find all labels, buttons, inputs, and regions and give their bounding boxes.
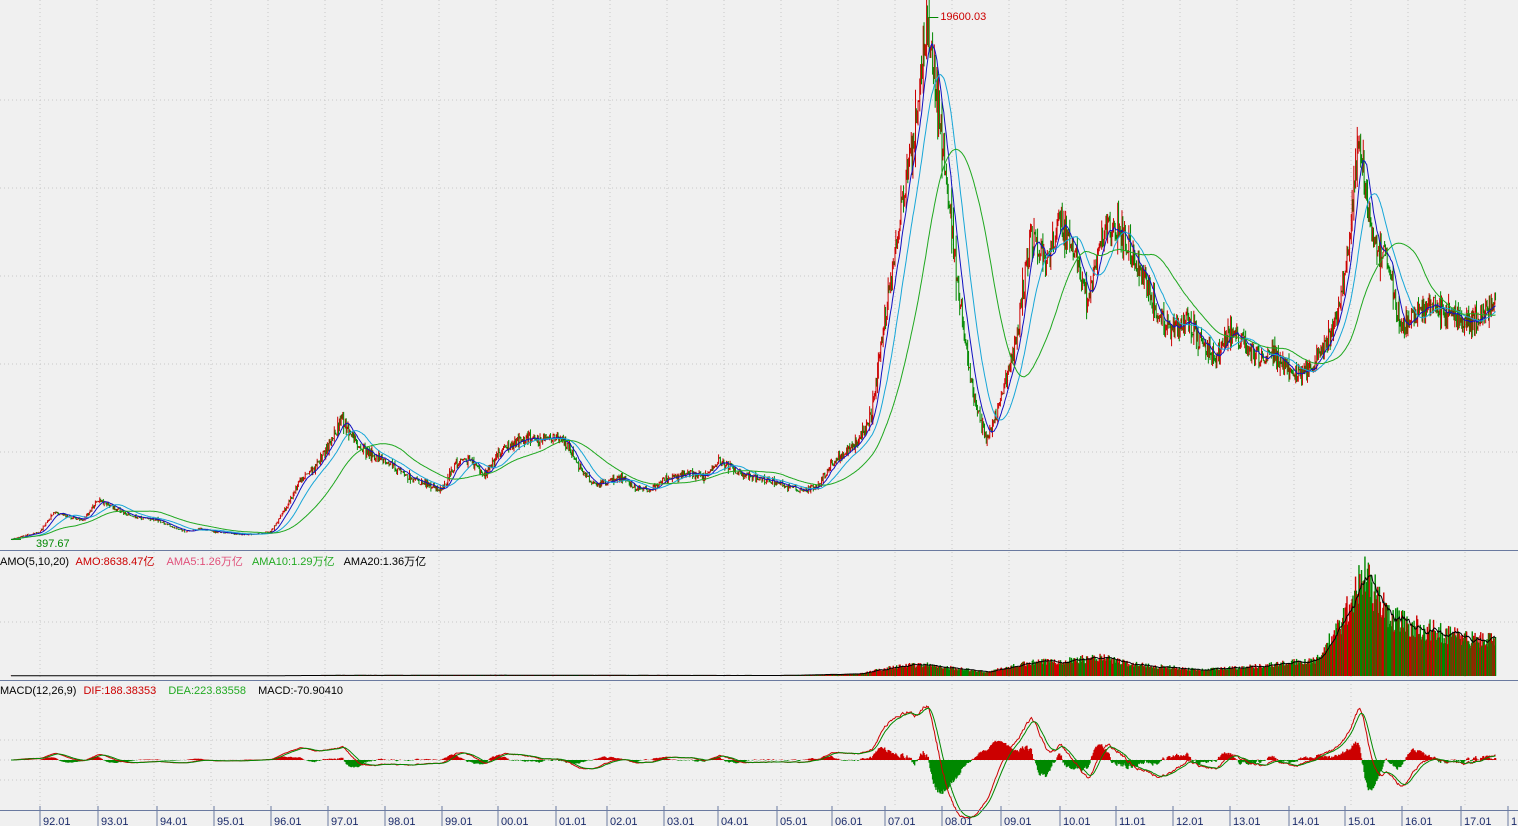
ma-line-slow xyxy=(10,148,1496,541)
ma-line-mid xyxy=(10,74,1496,541)
price-panel[interactable] xyxy=(10,0,1497,541)
ama20-line xyxy=(11,574,1496,677)
volume-panel[interactable] xyxy=(10,556,1497,677)
macd-panel[interactable] xyxy=(11,705,1497,819)
